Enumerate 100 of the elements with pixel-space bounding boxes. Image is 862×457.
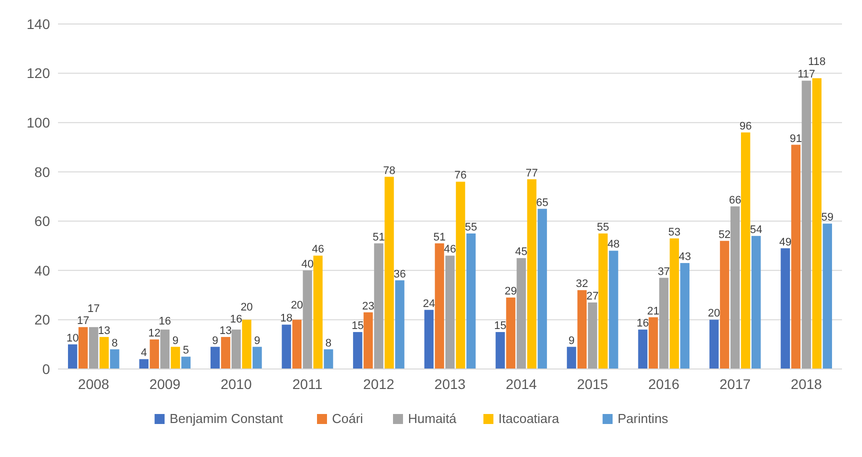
x-tick-label: 2017: [720, 376, 751, 392]
bar: [374, 243, 384, 369]
bar: [638, 330, 648, 369]
data-label: 49: [779, 236, 792, 248]
bar: [384, 176, 394, 369]
legend-label: Benjamim Constant: [170, 411, 284, 426]
data-label: 12: [148, 327, 161, 340]
bar: [822, 224, 832, 369]
y-tick-label: 140: [26, 16, 50, 32]
bar: [181, 356, 191, 369]
bar: [496, 332, 505, 369]
data-label: 18: [280, 312, 293, 325]
bar: [598, 233, 608, 369]
data-label: 51: [433, 231, 446, 244]
bar: [78, 327, 88, 369]
data-label: 10: [66, 332, 79, 344]
legend-label: Coári: [332, 411, 364, 426]
bar: [456, 182, 466, 369]
x-tick-label: 2013: [434, 376, 466, 392]
data-label: 52: [718, 228, 731, 241]
bar: [659, 278, 668, 369]
bar: [110, 349, 120, 369]
x-tick-label: 2012: [363, 376, 395, 392]
data-label: 36: [394, 268, 406, 280]
bar: [139, 359, 149, 369]
x-tick-label: 2016: [648, 376, 680, 392]
data-label: 40: [301, 258, 314, 270]
data-label: 29: [504, 286, 517, 298]
bar: [780, 248, 790, 369]
data-label: 20: [708, 308, 720, 320]
data-label: 23: [362, 300, 374, 312]
data-label: 59: [821, 212, 834, 224]
y-tick-label: 0: [42, 360, 50, 377]
y-tick-label: 40: [34, 262, 50, 278]
bar: [648, 317, 658, 369]
data-label: 55: [596, 221, 610, 234]
data-label: 37: [658, 266, 670, 278]
bar: [364, 312, 373, 369]
data-label: 117: [798, 68, 816, 81]
data-label: 27: [586, 290, 599, 302]
bar: [434, 243, 444, 369]
bar: [232, 330, 241, 369]
legend-label: Humaitá: [408, 411, 458, 426]
bar: [670, 238, 679, 369]
data-label: 32: [576, 278, 588, 290]
bar: [282, 324, 292, 369]
data-label: 48: [607, 238, 620, 251]
bar: [527, 179, 536, 369]
bar: [68, 344, 78, 369]
data-label: 15: [352, 320, 364, 332]
legend-label: Itacoatiara: [498, 411, 560, 426]
data-label: 96: [739, 120, 752, 132]
data-label: 46: [444, 244, 456, 256]
y-tick-label: 20: [34, 312, 50, 328]
data-label: 8: [112, 337, 118, 350]
data-label: 66: [728, 194, 742, 206]
data-label: 16: [158, 316, 172, 328]
y-tick-label: 120: [26, 65, 50, 82]
x-tick-label: 2009: [149, 376, 181, 392]
bar: [150, 339, 160, 369]
data-label: 21: [647, 305, 660, 318]
bar: [577, 290, 587, 369]
bar: [730, 206, 740, 369]
data-label: 54: [750, 224, 762, 236]
data-label: 45: [515, 246, 528, 258]
data-label: 13: [98, 324, 110, 337]
bar: [242, 320, 252, 369]
bar: [302, 270, 312, 369]
bar: [221, 336, 230, 369]
bar: [680, 263, 690, 369]
x-tick-label: 2008: [78, 376, 110, 392]
data-label: 53: [668, 226, 680, 238]
data-label: 8: [325, 337, 332, 350]
data-label: 16: [636, 318, 649, 330]
data-label: 20: [290, 300, 304, 312]
data-label: 65: [536, 196, 548, 209]
bar: [324, 349, 334, 369]
bar: [313, 256, 323, 369]
bar: [751, 236, 761, 369]
bar: [608, 250, 618, 369]
data-label: 9: [172, 334, 178, 347]
data-label: 5: [182, 344, 190, 357]
data-label: 118: [808, 56, 826, 68]
data-label: 13: [220, 324, 232, 337]
data-label: 9: [254, 334, 260, 347]
y-tick-label: 60: [34, 213, 50, 230]
data-label: 15: [494, 320, 506, 332]
data-label: 43: [678, 251, 691, 264]
data-label: 17: [88, 303, 100, 316]
x-tick-label: 2018: [790, 376, 822, 392]
legend-label: Parintins: [618, 411, 669, 426]
x-tick-label: 2015: [576, 376, 608, 392]
bar: [292, 320, 302, 369]
bar: [100, 336, 109, 369]
data-label: 20: [240, 302, 253, 314]
data-label: 9: [568, 334, 575, 347]
data-label: 9: [212, 334, 218, 347]
bar: [466, 233, 476, 369]
bar: [170, 346, 180, 369]
y-tick-label: 100: [26, 114, 50, 130]
